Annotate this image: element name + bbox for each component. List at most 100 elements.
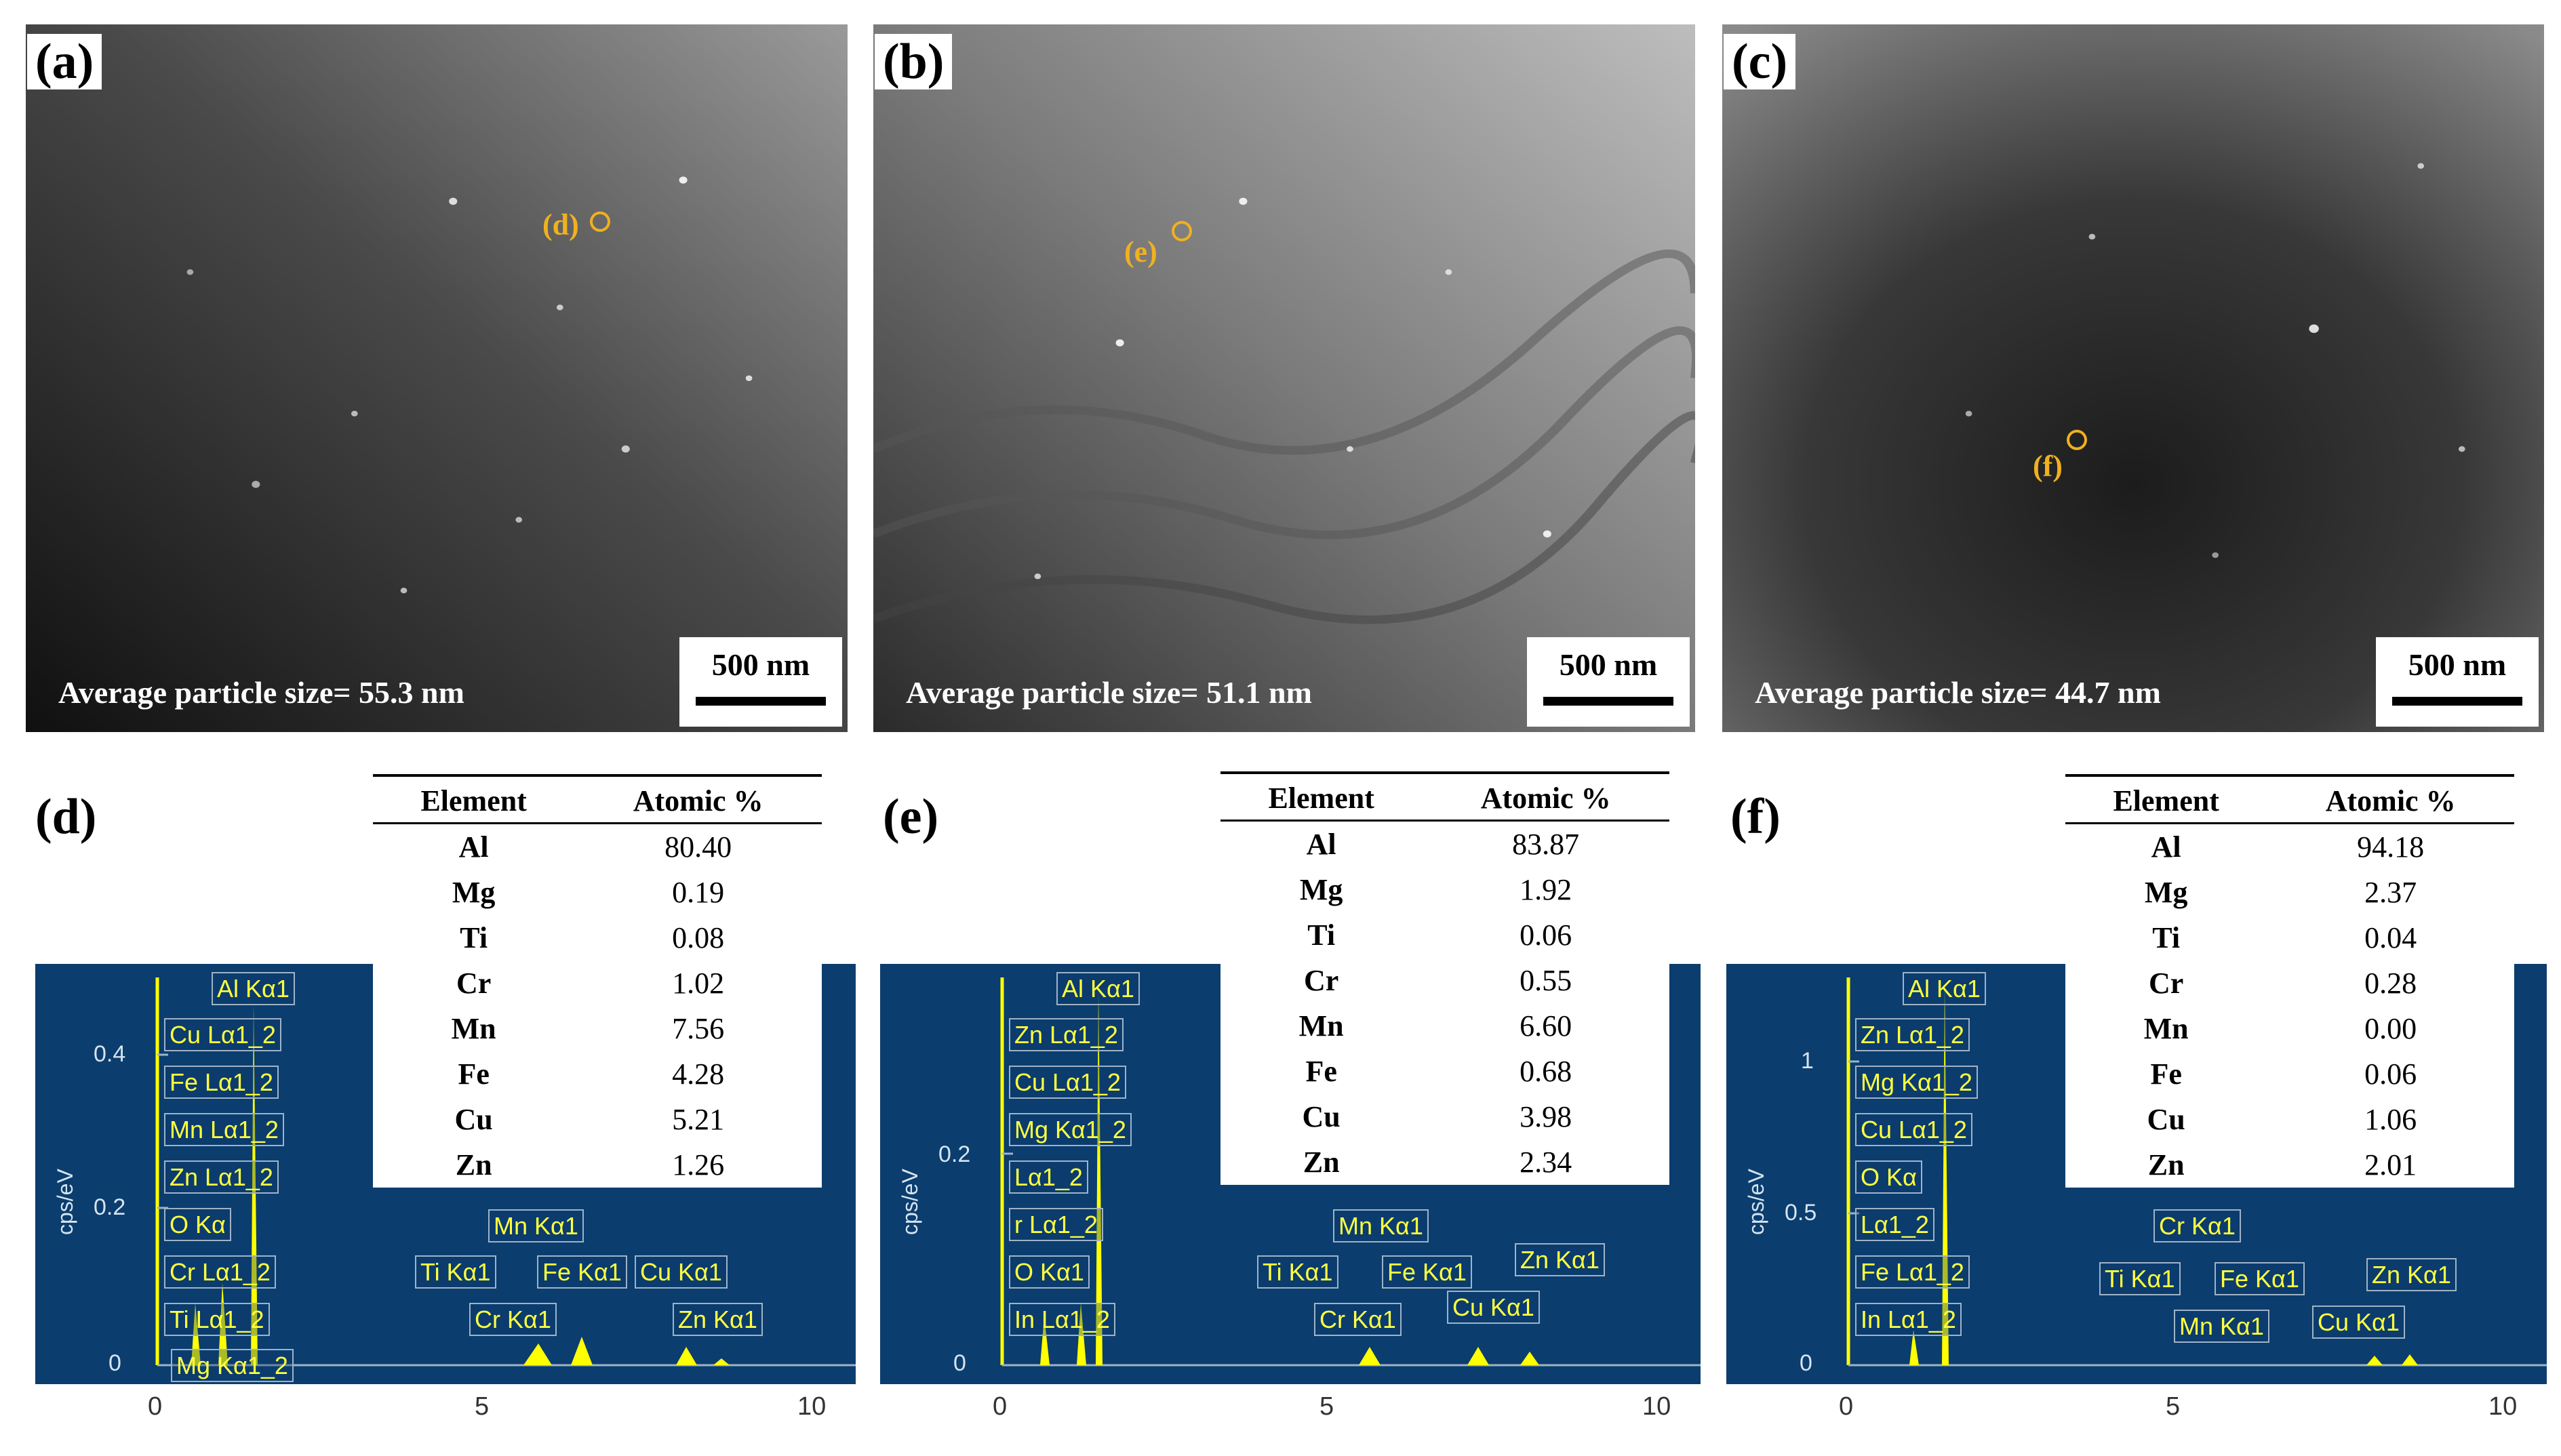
y-axis-title: cps/eV: [898, 1169, 922, 1235]
scale-bar-label: 500 nm: [711, 647, 810, 682]
table-row: Ti 0.04: [2065, 915, 2514, 960]
average-particle-size: Average particle size= 44.7 nm: [1755, 675, 2161, 710]
x-tick: 10: [1642, 1392, 1671, 1421]
element-cell: Mn: [1298, 1009, 1344, 1043]
atomic-cell: 4.28: [672, 1057, 725, 1091]
panel-label-f: (f): [1730, 789, 1781, 845]
element-cell: Fe: [2150, 1057, 2182, 1091]
peak-label: Cu Lα1_2: [1009, 1066, 1126, 1099]
peak-label: Fe Kα1: [1382, 1255, 1472, 1289]
peak-label: Zn Kα1: [2366, 1258, 2457, 1292]
y-tick: 0: [953, 1350, 966, 1376]
stem-background: [26, 24, 848, 732]
element-cell: Cu: [2147, 1103, 2185, 1136]
element-cell: Mn: [2143, 1012, 2189, 1045]
panel-label-b: (b): [875, 34, 953, 89]
element-cell: Fe: [458, 1057, 490, 1091]
table-row: Ti 0.08: [373, 915, 822, 960]
peak-label: Fe Lα1_2: [164, 1066, 279, 1099]
peak-label: r Lα1_2: [1009, 1208, 1103, 1242]
peak-label: Fe Kα1: [2215, 1262, 2305, 1296]
peak-label: Fe Lα1_2: [1855, 1255, 1970, 1289]
panel-label-a: (a): [27, 34, 102, 89]
peak-label: Fe Kα1: [537, 1255, 627, 1289]
element-cell: Mg: [1299, 873, 1343, 906]
stem-image-a: (d) Average particle size= 55.3 nm 500 n…: [26, 24, 848, 732]
atomic-cell: 2.34: [1520, 1146, 1572, 1179]
region-marker-ring: [590, 211, 610, 232]
scale-bar: 500 nm: [679, 637, 842, 727]
element-cell: Al: [1306, 828, 1336, 861]
stem-image-b: (e) Average particle size= 51.1 nm 500 n…: [873, 24, 1695, 732]
table-row: Fe 0.68: [1220, 1049, 1669, 1094]
peak-label: Ti Kα1: [415, 1255, 496, 1289]
atomic-cell: 94.18: [2357, 830, 2425, 864]
peak-label: Zn Lα1_2: [1009, 1018, 1124, 1052]
x-tick: 0: [993, 1392, 1008, 1421]
region-marker-e: (e): [1124, 235, 1157, 268]
atomic-cell: 0.00: [2364, 1012, 2417, 1045]
scale-bar-line: [2392, 697, 2522, 706]
atomic-cell: 0.06: [1520, 918, 1572, 952]
column-header: Atomic %: [574, 774, 822, 824]
peak-label: Cr Lα1_2: [164, 1255, 276, 1289]
peak-label: Mg Kα1_2: [1009, 1113, 1132, 1147]
y-tick: 1: [1801, 1048, 1814, 1074]
element-cell: Cr: [1304, 964, 1339, 997]
peak-label: In Lα1_2: [1855, 1303, 1962, 1337]
panel-label-c: (c): [1724, 34, 1796, 89]
scale-bar-label: 500 nm: [2408, 647, 2507, 682]
table-row: Cr 0.28: [2065, 960, 2514, 1006]
peak-label: Ti Kα1: [2099, 1262, 2181, 1296]
element-cell: Al: [458, 830, 489, 864]
stem-background: [1722, 24, 2544, 732]
composition-table-f: Element Atomic % Al 94.18 Mg 2.37 Ti 0.04 C…: [2065, 774, 2514, 1188]
peak-label: Zn Lα1_2: [1855, 1018, 1970, 1052]
peak-label: Mn Kα1: [488, 1209, 584, 1243]
atomic-cell: 2.01: [2364, 1148, 2417, 1181]
composition-table-e: Element Atomic % Al 83.87 Mg 1.92 Ti 0.06 C…: [1220, 771, 1669, 1185]
peak-label: Lα1_2: [1855, 1208, 1934, 1242]
atomic-cell: 2.37: [2364, 876, 2417, 909]
panel-label-e: (e): [883, 789, 939, 845]
atomic-cell: 0.28: [2364, 967, 2417, 1000]
atomic-cell: 0.04: [2364, 921, 2417, 954]
table-row: Mn 7.56: [373, 1006, 822, 1051]
panel-label-d: (d): [35, 789, 97, 845]
element-cell: Al: [2151, 830, 2181, 864]
scale-bar-line: [1543, 697, 1673, 706]
column-header: Atomic %: [2267, 774, 2514, 824]
peak-label: Cu Kα1: [2312, 1306, 2405, 1339]
element-cell: Cr: [456, 967, 492, 1000]
atomic-cell: 0.68: [1520, 1055, 1572, 1088]
peak-label: Cu Lα1_2: [1855, 1113, 1972, 1147]
peak-label: Al Kα1: [212, 972, 295, 1006]
peak-label: Mn Kα1: [1333, 1209, 1429, 1243]
atomic-cell: 3.98: [1520, 1100, 1572, 1133]
table-row: Al 83.87: [1220, 821, 1669, 868]
table-row: Mn 0.00: [2065, 1006, 2514, 1051]
atomic-cell: 5.21: [672, 1103, 725, 1136]
y-axis-title: cps/eV: [53, 1169, 77, 1235]
peak-label: Cu Kα1: [1447, 1291, 1540, 1324]
peak-label: Mn Kα1: [2174, 1310, 2269, 1343]
peak-label: Al Kα1: [1903, 972, 1986, 1006]
region-marker-ring: [2067, 430, 2087, 450]
region-marker-f: (f): [2033, 449, 2063, 483]
atomic-cell: 0.06: [2364, 1057, 2417, 1091]
table-row: Cu 1.06: [2065, 1097, 2514, 1142]
scale-bar-line: [696, 697, 826, 706]
peak-label: Mg Kα1_2: [171, 1349, 294, 1383]
table-row: Fe 4.28: [373, 1051, 822, 1097]
atomic-cell: 0.19: [672, 876, 725, 909]
average-particle-size: Average particle size= 55.3 nm: [58, 675, 464, 710]
table-row: Cr 0.55: [1220, 958, 1669, 1003]
element-cell: Ti: [2152, 921, 2181, 954]
peak-label: Zn Lα1_2: [164, 1160, 279, 1194]
element-cell: Cu: [1302, 1100, 1341, 1133]
x-tick: 0: [1839, 1392, 1854, 1421]
table-row: Mg 0.19: [373, 870, 822, 915]
table-row: Mg 1.92: [1220, 867, 1669, 912]
peak-label: Cu Lα1_2: [164, 1018, 281, 1052]
stem-background: [873, 24, 1695, 732]
